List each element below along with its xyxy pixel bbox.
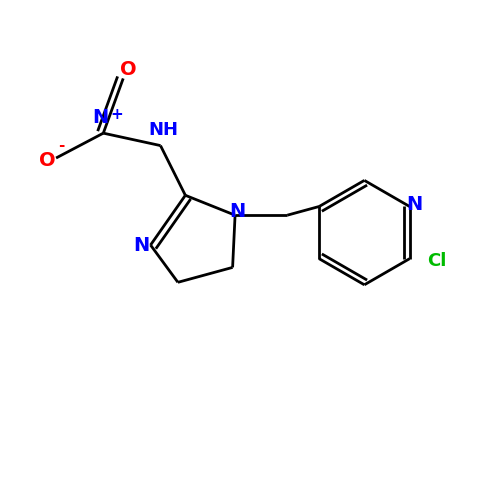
Text: N: N xyxy=(134,236,150,255)
Text: N: N xyxy=(92,108,109,127)
Text: O: O xyxy=(39,151,56,170)
Text: +: + xyxy=(111,107,124,122)
Text: NH: NH xyxy=(148,121,178,139)
Text: N: N xyxy=(406,194,422,214)
Text: O: O xyxy=(120,60,136,79)
Text: Cl: Cl xyxy=(427,252,446,270)
Text: N: N xyxy=(230,202,246,221)
Text: -: - xyxy=(58,138,64,153)
